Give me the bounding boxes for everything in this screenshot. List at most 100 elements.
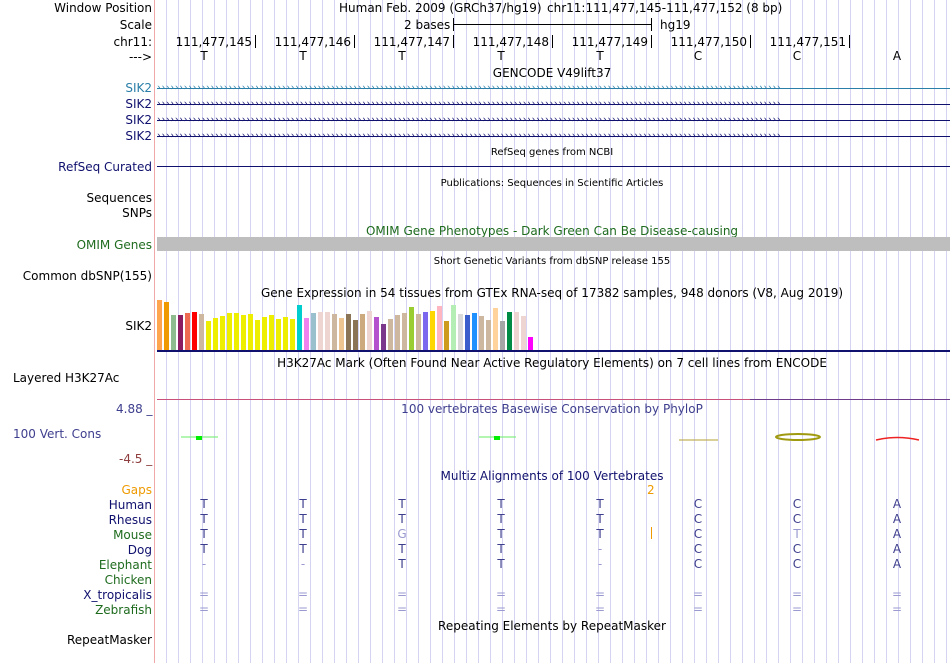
- gencode-gene-line[interactable]: [157, 104, 950, 105]
- alignment-base: =: [297, 587, 309, 601]
- gtex-tissue-bar[interactable]: [437, 306, 442, 350]
- alignment-base: =: [791, 587, 803, 601]
- species-label[interactable]: Zebrafish: [95, 603, 152, 617]
- gtex-tissue-bar[interactable]: [458, 314, 463, 350]
- gtex-tissue-bar[interactable]: [290, 319, 295, 350]
- gtex-tissue-bar[interactable]: [304, 318, 309, 350]
- gtex-label[interactable]: SIK2: [125, 319, 152, 333]
- alignment-base: =: [594, 602, 606, 616]
- gtex-tissue-bar[interactable]: [206, 321, 211, 350]
- gtex-tissue-bar[interactable]: [423, 312, 428, 350]
- species-label[interactable]: Rhesus: [108, 513, 152, 527]
- gtex-tissue-bar[interactable]: [185, 313, 190, 350]
- gencode-gene-line[interactable]: [157, 120, 950, 121]
- publications-label-line1[interactable]: Sequences: [86, 191, 152, 205]
- gtex-tissue-bar[interactable]: [479, 316, 484, 350]
- gtex-tissue-bar[interactable]: [192, 312, 197, 350]
- gtex-tissue-bar[interactable]: [451, 305, 456, 350]
- gtex-tissue-bar[interactable]: [339, 318, 344, 350]
- gtex-tissue-bar[interactable]: [283, 317, 288, 350]
- species-label[interactable]: Mouse: [113, 528, 152, 542]
- gtex-tissue-bar[interactable]: [416, 314, 421, 350]
- gtex-tissue-bar[interactable]: [255, 320, 260, 350]
- coord-tick: [255, 35, 256, 48]
- publications-label-line2[interactable]: SNPs: [122, 206, 152, 220]
- dbsnp-label[interactable]: Common dbSNP(155): [22, 269, 152, 283]
- gtex-tissue-bar[interactable]: [171, 315, 176, 350]
- gencode-gene-line[interactable]: [157, 88, 950, 89]
- gtex-tissue-bar[interactable]: [241, 315, 246, 350]
- alignment-base: T: [497, 557, 505, 571]
- gtex-tissue-bar[interactable]: [395, 315, 400, 350]
- gtex-tissue-bar[interactable]: [297, 305, 302, 350]
- gtex-tissue-bar[interactable]: [360, 314, 365, 350]
- gencode-gene-label[interactable]: SIK2: [125, 113, 152, 127]
- gtex-tissue-bar[interactable]: [262, 317, 267, 350]
- gencode-gene-label[interactable]: SIK2: [125, 81, 152, 95]
- phylop-max: 4.88 _: [116, 402, 153, 416]
- gtex-tissue-bar[interactable]: [388, 319, 393, 350]
- gtex-tissue-bar[interactable]: [234, 313, 239, 350]
- gtex-tissue-bar[interactable]: [178, 315, 183, 350]
- refseq-label[interactable]: RefSeq Curated: [58, 160, 152, 174]
- gtex-tissue-bar[interactable]: [430, 311, 435, 350]
- gtex-tissue-bar[interactable]: [227, 313, 232, 350]
- species-label[interactable]: Chicken: [104, 573, 152, 587]
- strand-arrows-icon: › › › › › › › › › › › › › › › › › › › › …: [157, 132, 781, 141]
- coord-tick: [552, 35, 553, 48]
- gtex-tissue-bar[interactable]: [528, 337, 533, 350]
- species-label[interactable]: Elephant: [98, 558, 152, 572]
- gtex-tissue-bar[interactable]: [381, 324, 386, 350]
- gtex-tissue-bar[interactable]: [269, 315, 274, 350]
- reference-base: C: [693, 49, 703, 63]
- gtex-tissue-bar[interactable]: [367, 311, 372, 350]
- gtex-tissue-bar[interactable]: [199, 314, 204, 350]
- gencode-gene-label[interactable]: SIK2: [125, 129, 152, 143]
- gtex-tissue-bar[interactable]: [409, 307, 414, 350]
- gtex-tissue-bar[interactable]: [486, 320, 491, 350]
- refseq-gene-line[interactable]: [157, 166, 950, 167]
- gtex-tissue-bar[interactable]: [318, 312, 323, 350]
- gtex-track-title: Gene Expression in 54 tissues from GTEx …: [260, 286, 844, 300]
- alignment-base: =: [297, 602, 309, 616]
- gtex-tissue-bar[interactable]: [220, 316, 225, 350]
- species-label[interactable]: Human: [108, 498, 152, 512]
- gtex-tissue-bar[interactable]: [311, 313, 316, 350]
- omim-gene-bar[interactable]: [157, 237, 950, 251]
- alignment-base: T: [398, 512, 406, 526]
- h3k27ac-track-title: H3K27Ac Mark (Often Found Near Active Re…: [277, 356, 827, 370]
- gtex-tissue-bar[interactable]: [276, 319, 281, 350]
- species-label[interactable]: X_tropicalis: [83, 588, 152, 602]
- gtex-tissue-bar[interactable]: [472, 313, 477, 350]
- gtex-tissue-bar[interactable]: [500, 321, 505, 350]
- alignment-base: =: [791, 602, 803, 616]
- gtex-tissue-bar[interactable]: [521, 316, 526, 350]
- gtex-tissue-bar[interactable]: [325, 312, 330, 350]
- gtex-tissue-bar[interactable]: [353, 320, 358, 350]
- gtex-tissue-bar[interactable]: [465, 315, 470, 350]
- alignment-base: =: [198, 587, 210, 601]
- gtex-tissue-bar[interactable]: [164, 302, 169, 350]
- coord-label: 111,477,147: [373, 35, 450, 49]
- h3k27ac-label[interactable]: Layered H3K27Ac: [13, 371, 120, 385]
- omim-label[interactable]: OMIM Genes: [76, 238, 152, 252]
- phylop-label[interactable]: 100 Vert. Cons: [13, 427, 102, 441]
- repeatmasker-label[interactable]: RepeatMasker: [66, 633, 152, 647]
- gtex-tissue-bar[interactable]: [493, 308, 498, 350]
- gtex-tissue-bar[interactable]: [444, 321, 449, 350]
- species-label[interactable]: Dog: [127, 543, 152, 557]
- position-readout[interactable]: chr11:111,477,145-111,477,152 (8 bp): [547, 1, 783, 15]
- alignment-base: =: [495, 602, 507, 616]
- gtex-tissue-bar[interactable]: [213, 318, 218, 350]
- gtex-tissue-bar[interactable]: [374, 317, 379, 350]
- gencode-gene-label[interactable]: SIK2: [125, 97, 152, 111]
- gtex-tissue-bar[interactable]: [507, 312, 512, 350]
- alignment-base: C: [792, 557, 802, 571]
- gtex-tissue-bar[interactable]: [514, 312, 519, 350]
- gtex-tissue-bar[interactable]: [332, 314, 337, 350]
- gtex-tissue-bar[interactable]: [157, 300, 162, 350]
- gencode-gene-line[interactable]: [157, 136, 950, 137]
- gtex-tissue-bar[interactable]: [402, 313, 407, 350]
- gtex-tissue-bar[interactable]: [248, 314, 253, 350]
- gtex-tissue-bar[interactable]: [346, 314, 351, 350]
